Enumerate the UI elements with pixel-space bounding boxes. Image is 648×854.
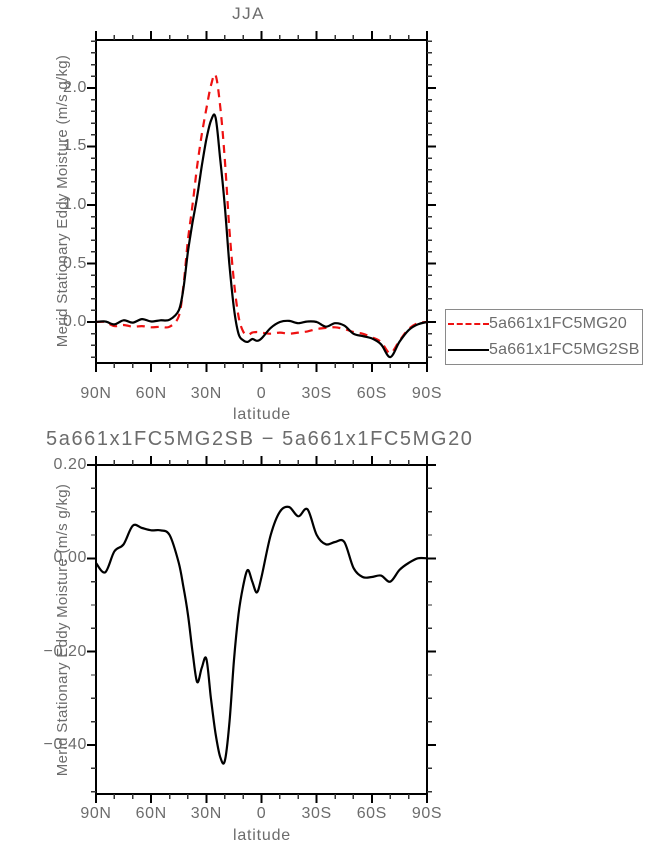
series-5a661x1FC5MG20 [95, 73, 428, 355]
x-tick-label: 30N [190, 385, 222, 402]
y-tick-label: 0.00 [53, 549, 87, 567]
x-tick-label: 60S [356, 385, 387, 402]
y-tick-label: 0.0 [62, 313, 87, 331]
x-tick-label: 60S [356, 805, 387, 822]
bottom-chart-title: 5a661x1FC5MG2SB − 5a661x1FC5MG20 [46, 428, 474, 450]
top-chart-title: JJA [232, 4, 265, 23]
y-tick-label: 1.0 [62, 196, 87, 213]
x-tick-label: 30S [301, 805, 332, 822]
x-tick-label: 90N [80, 385, 112, 402]
top-chart-x-axis-label: latitude [233, 406, 291, 423]
y-tick-label: 1.5 [62, 137, 87, 155]
y-tick-label: −0.20 [43, 642, 87, 660]
x-tick-label: 0 [256, 805, 267, 822]
y-tick-label: 0.20 [53, 456, 87, 473]
legend-label-mg2sb: 5a661x1FC5MG2SB [489, 341, 640, 358]
x-tick-label: 30S [301, 385, 332, 402]
bottom-chart-x-axis-label: latitude [233, 827, 291, 844]
legend-entry-mg20: 5a661x1FC5MG20 [448, 312, 642, 336]
x-tick-label: 60N [135, 805, 167, 822]
legend-label-mg20: 5a661x1FC5MG20 [489, 315, 627, 332]
y-tick-label: 0.5 [62, 254, 87, 272]
x-tick-label: 60N [135, 385, 167, 402]
x-tick-label: 0 [256, 385, 267, 402]
x-tick-label: 90S [411, 805, 443, 822]
legend-entry-mg2sb: 5a661x1FC5MG2SB [448, 338, 642, 362]
x-tick-label: 90N [80, 805, 112, 822]
series-difference [95, 505, 428, 765]
red-dashed-line-sample [448, 323, 489, 325]
y-tick-label: 2.0 [62, 78, 87, 96]
x-tick-label: 90S [411, 385, 443, 402]
black-solid-line-sample [448, 349, 489, 351]
legend: 5a661x1FC5MG20 5a661x1FC5MG2SB [445, 309, 643, 365]
y-tick-label: −0.40 [43, 736, 87, 753]
series-5a661x1FC5MG2SB [95, 113, 428, 359]
bottom-chart-y-axis-label: Merid Stationary Eddy Moisture (m/s g/kg… [54, 483, 71, 777]
x-tick-label: 30N [190, 805, 222, 822]
